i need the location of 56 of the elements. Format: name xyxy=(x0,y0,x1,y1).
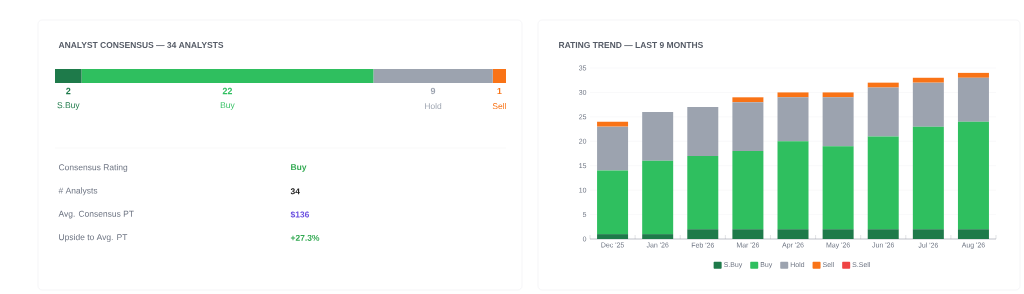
text: S.Buy xyxy=(57,102,80,110)
bar xyxy=(732,229,764,239)
text: # Analysts xyxy=(58,187,98,196)
bar xyxy=(912,126,944,230)
text: Sell xyxy=(492,102,506,110)
bar xyxy=(687,155,719,230)
data-label: 22 xyxy=(222,87,233,95)
bar xyxy=(912,229,944,239)
bar xyxy=(687,229,719,239)
bar xyxy=(822,92,854,98)
bar xyxy=(822,146,854,230)
bar xyxy=(957,121,989,230)
bar xyxy=(597,121,629,127)
data-label: 9 xyxy=(430,87,436,95)
bar xyxy=(642,160,674,235)
bar xyxy=(912,82,944,127)
data-label: 2 xyxy=(66,87,71,95)
bar xyxy=(777,141,809,230)
bar xyxy=(912,77,944,83)
bar xyxy=(777,92,809,98)
text: Buy xyxy=(220,102,235,110)
bar xyxy=(777,229,809,239)
bar xyxy=(597,234,629,239)
text: Avg. Consensus PT xyxy=(58,210,134,219)
bar xyxy=(822,229,854,239)
bar xyxy=(81,69,374,83)
bar xyxy=(957,229,989,239)
bar xyxy=(732,97,764,103)
bar xyxy=(777,97,809,142)
bar xyxy=(55,69,82,83)
data-label: 1 xyxy=(497,87,502,95)
text: Upside to Avg. PT xyxy=(59,233,128,242)
bar xyxy=(867,87,899,137)
bar xyxy=(732,102,764,152)
bar xyxy=(373,69,493,83)
bar xyxy=(597,126,629,171)
bar xyxy=(597,170,629,235)
chart-title: ANALYST CONSENSUS — 34 ANALYSTS xyxy=(58,42,224,48)
bar xyxy=(957,72,989,78)
bar xyxy=(867,82,899,88)
bar xyxy=(867,229,899,239)
bar xyxy=(957,77,989,122)
bar xyxy=(867,136,899,230)
text: Hold xyxy=(424,102,442,110)
bar xyxy=(822,97,854,147)
text: $136 xyxy=(290,211,310,219)
bar xyxy=(642,111,674,161)
text: Consensus Rating xyxy=(58,164,128,172)
text: 34 xyxy=(290,188,300,195)
bar xyxy=(642,234,674,239)
bar xyxy=(732,151,764,230)
text: +27.3% xyxy=(290,234,320,241)
text: Buy xyxy=(291,164,307,172)
bar xyxy=(687,107,719,156)
bar xyxy=(492,69,507,83)
chart-title: RATING TREND — LAST 9 MONTHS xyxy=(559,42,703,48)
